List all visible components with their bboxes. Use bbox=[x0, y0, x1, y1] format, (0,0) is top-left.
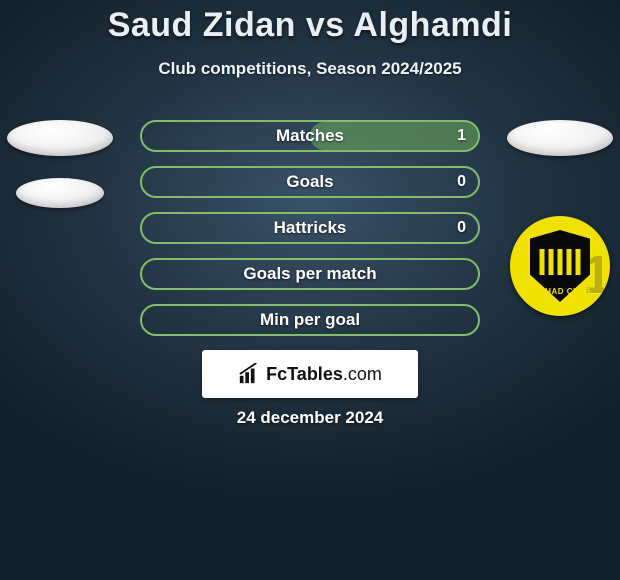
logo-text-a: FcTables bbox=[266, 364, 343, 384]
stat-bar-label: Hattricks bbox=[274, 218, 347, 238]
player-right-disc-1 bbox=[507, 120, 613, 156]
fctables-logo: FcTables.com bbox=[202, 350, 418, 398]
stat-bar-right-value: 0 bbox=[457, 173, 466, 191]
club-badge-ittihad: 1 ITTIHAD CLUB bbox=[510, 216, 610, 316]
stat-bar-right-value: 0 bbox=[457, 219, 466, 237]
player-left-column bbox=[0, 120, 120, 208]
stat-bar-right-value: 1 bbox=[457, 127, 466, 145]
badge-text: ITTIHAD CLUB bbox=[510, 287, 610, 296]
player-left-disc-1 bbox=[7, 120, 113, 156]
stat-bar-label: Min per goal bbox=[260, 310, 360, 330]
stat-bar-label: Matches bbox=[276, 126, 344, 146]
player-left-disc-2 bbox=[16, 178, 104, 208]
player-right-column: 1 ITTIHAD CLUB bbox=[500, 120, 620, 316]
page-subtitle: Club competitions, Season 2024/2025 bbox=[0, 59, 620, 79]
stat-bar: Goals 0 bbox=[140, 166, 480, 198]
stat-bar-label: Goals per match bbox=[243, 264, 376, 284]
logo-text-b: .com bbox=[343, 364, 382, 384]
chart-icon bbox=[238, 363, 260, 385]
page-title: Saud Zidan vs Alghamdi bbox=[0, 0, 620, 45]
stat-bar-label: Goals bbox=[286, 172, 333, 192]
stat-bar: Goals per match bbox=[140, 258, 480, 290]
stat-bar: Min per goal bbox=[140, 304, 480, 336]
badge-stripes bbox=[540, 249, 581, 275]
stat-bars: Matches 1 Goals 0 Hattricks 0 Goals per match M… bbox=[140, 120, 480, 336]
logo-text: FcTables.com bbox=[266, 364, 382, 385]
stat-bar: Matches 1 bbox=[140, 120, 480, 152]
snapshot-date: 24 december 2024 bbox=[0, 408, 620, 428]
stat-bar: Hattricks 0 bbox=[140, 212, 480, 244]
